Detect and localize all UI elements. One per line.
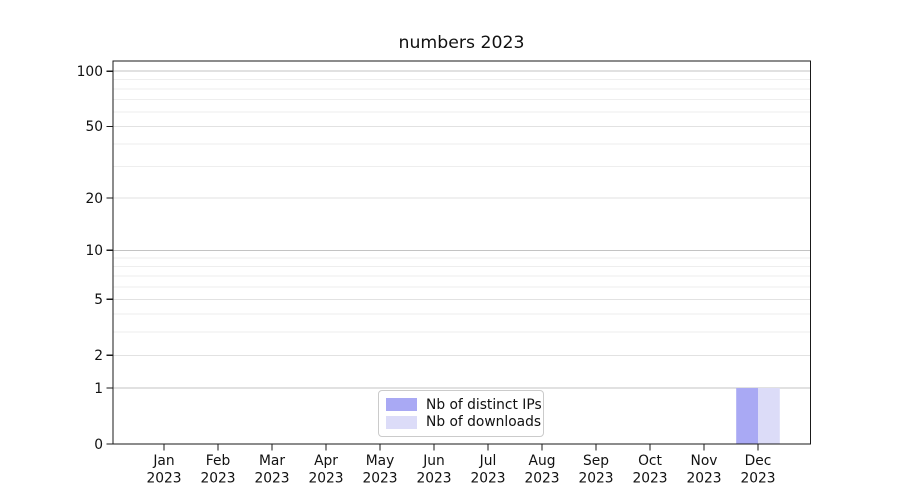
x-tick-label-month: Feb — [206, 453, 230, 469]
x-tick-label-year: 2023 — [578, 471, 613, 487]
bar-downloads — [758, 388, 780, 444]
x-tick-label-month: May — [366, 453, 395, 469]
x-tick-label-year: 2023 — [416, 471, 451, 487]
y-tick-label: 2 — [94, 348, 103, 364]
y-tick-label: 20 — [85, 191, 103, 207]
legend-swatch-downloads — [386, 415, 417, 429]
x-tick-label-month: Apr — [314, 453, 338, 469]
x-tick-label-year: 2023 — [146, 471, 181, 487]
legend-label-downloads: Nb of downloads — [426, 414, 542, 431]
x-tick-label-year: 2023 — [308, 471, 343, 487]
legend-item-distinct-ips: Nb of distinct IPs — [386, 397, 542, 413]
x-tick-label-year: 2023 — [632, 471, 667, 487]
x-tick-label-year: 2023 — [524, 471, 559, 487]
bar-distinct-ips — [736, 388, 758, 444]
y-tick-label: 0 — [94, 437, 103, 453]
x-tick-label-year: 2023 — [200, 471, 235, 487]
x-tick-label-year: 2023 — [470, 471, 505, 487]
axis-frame — [112, 60, 812, 445]
x-tick-label-month: Jan — [152, 453, 174, 469]
legend-swatch-distinct-ips — [386, 398, 417, 412]
legend-label-distinct-ips: Nb of distinct IPs — [426, 396, 542, 413]
y-tick-label: 5 — [94, 292, 103, 308]
legend-item-downloads: Nb of downloads — [386, 414, 541, 430]
x-tick-label-year: 2023 — [362, 471, 397, 487]
x-tick-label-month: Aug — [529, 453, 556, 469]
y-tick-label: 1 — [94, 381, 103, 397]
legend: Nb of distinct IPs Nb of downloads — [378, 390, 544, 437]
y-tick-label: 50 — [85, 119, 103, 135]
x-tick-label-month: Mar — [259, 453, 285, 469]
x-tick-label-year: 2023 — [686, 471, 721, 487]
y-tick-label: 100 — [77, 64, 103, 80]
x-tick-label-month: Jul — [479, 453, 497, 469]
x-tick-label-month: Nov — [691, 453, 718, 469]
x-tick-label-month: Jun — [422, 453, 445, 469]
y-tick-label: 10 — [85, 243, 103, 259]
chart-title: numbers 2023 — [398, 33, 525, 53]
x-tick-label-month: Sep — [583, 453, 609, 469]
x-tick-label-year: 2023 — [254, 471, 289, 487]
x-tick-label-month: Dec — [745, 453, 772, 469]
x-tick-label-month: Oct — [638, 453, 662, 469]
x-tick-label-year: 2023 — [740, 471, 775, 487]
